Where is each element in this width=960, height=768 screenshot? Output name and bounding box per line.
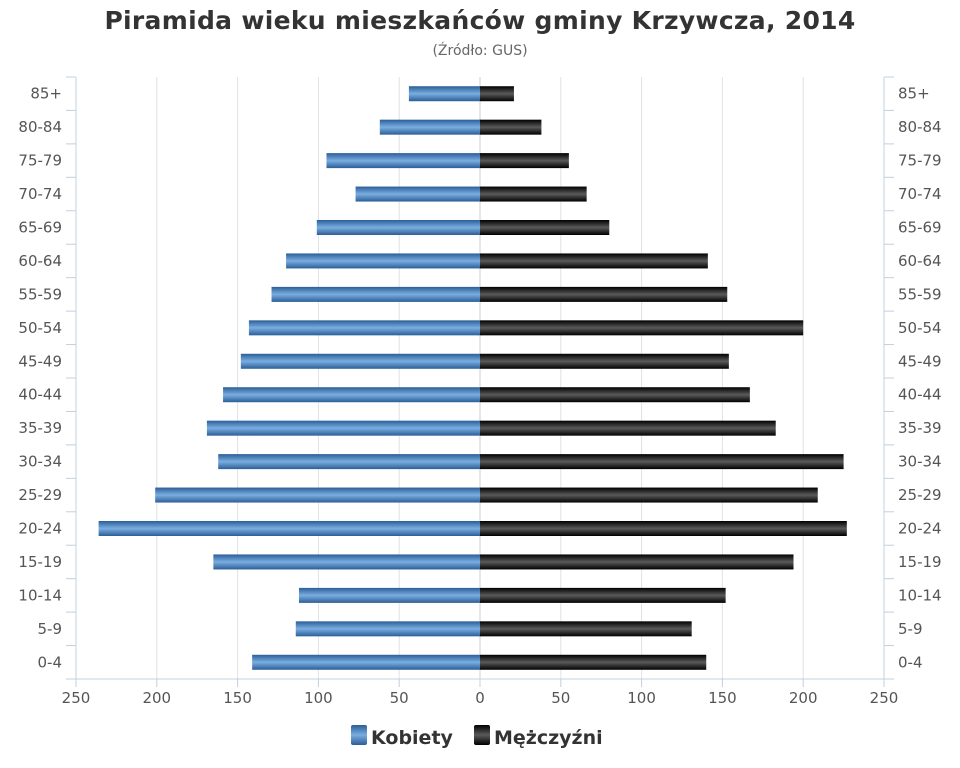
bar-kobiety-0-4: [252, 654, 480, 670]
bar-mezczyzni-20-24: [480, 521, 847, 536]
legend-swatch-mezczyzni[interactable]: [474, 725, 490, 745]
axes: 85+ 85+ 80-84 80-84 75-79 75-79 70-74 70-74 65-6…: [18, 76, 942, 707]
bar-mezczyzni-30-34: [480, 454, 844, 470]
bar-mezczyzni-70-74: [480, 186, 587, 202]
y-tick-label-right-6: 55-59: [898, 285, 942, 303]
bar-kobiety-75-79: [326, 153, 480, 169]
y-tick-label-right-13: 20-24: [898, 520, 942, 538]
y-tick-label-right-10: 35-39: [898, 419, 942, 437]
y-tick-label-left-3: 70-74: [18, 185, 62, 203]
bar-kobiety-45-49: [240, 353, 480, 369]
y-tick-label-right-4: 65-69: [898, 219, 942, 237]
bar-kobiety-35-39: [206, 420, 480, 436]
legend-label-kobiety[interactable]: Kobiety: [371, 727, 454, 749]
y-tick-label-right-14: 15-19: [898, 553, 942, 571]
bar-kobiety-15-19: [213, 554, 481, 570]
bar-kobiety-30-34: [218, 454, 480, 470]
y-tick-label-left-5: 60-64: [18, 252, 62, 270]
bar-mezczyzni-85+: [480, 86, 514, 102]
x-tick-label-6: 50: [551, 689, 570, 707]
grid-lines: [156, 77, 804, 679]
bar-kobiety-10-14: [299, 587, 480, 603]
bar-mezczyzni-60-64: [480, 253, 708, 269]
bar-mezczyzni-75-79: [480, 153, 569, 169]
x-tick-label-4: 50: [390, 689, 409, 707]
y-tick-label-left-8: 45-49: [18, 352, 62, 370]
y-tick-label-right-12: 25-29: [898, 486, 942, 504]
chart-title: Piramida wieku mieszkańców gminy Krzywcz…: [104, 6, 856, 35]
bar-mezczyzni-35-39: [480, 420, 776, 436]
bar-kobiety-70-74: [355, 186, 480, 202]
y-tick-label-left-16: 5-9: [38, 620, 63, 638]
bar-mezczyzni-25-29: [480, 487, 818, 503]
bar-mezczyzni-45-49: [480, 353, 729, 369]
bar-kobiety-5-9: [295, 621, 480, 637]
x-tick-label-10: 250: [870, 689, 899, 707]
bar-mezczyzni-50-54: [480, 320, 804, 336]
y-tick-label-left-9: 40-44: [18, 386, 62, 404]
y-tick-label-right-3: 70-74: [898, 185, 942, 203]
legend-swatch-kobiety[interactable]: [351, 725, 367, 745]
y-tick-label-right-9: 40-44: [898, 386, 942, 404]
bar-kobiety-40-44: [223, 387, 480, 403]
bar-kobiety-65-69: [316, 220, 480, 235]
x-tick-label-0: 250: [62, 689, 91, 707]
x-tick-label-7: 100: [627, 689, 656, 707]
bar-mezczyzni-0-4: [480, 654, 707, 670]
y-tick-label-right-16: 5-9: [898, 620, 923, 638]
x-tick-label-1: 200: [142, 689, 171, 707]
y-tick-label-right-17: 0-4: [898, 653, 923, 671]
bar-kobiety-50-54: [248, 320, 480, 336]
x-tick-label-5: 0: [475, 689, 485, 707]
chart-subtitle: (Źródło: GUS): [432, 43, 528, 59]
y-tick-label-left-6: 55-59: [18, 285, 62, 303]
y-tick-label-left-0: 85+: [30, 85, 62, 103]
y-tick-label-left-13: 20-24: [18, 520, 62, 538]
bar-mezczyzni-5-9: [480, 621, 692, 637]
y-tick-label-right-0: 85+: [898, 85, 930, 103]
bar-mezczyzni-55-59: [480, 286, 728, 302]
y-tick-label-left-15: 10-14: [18, 586, 62, 604]
y-tick-label-left-10: 35-39: [18, 419, 62, 437]
y-tick-label-left-1: 80-84: [18, 118, 62, 136]
legend[interactable]: Kobiety Mężczyźni: [351, 725, 603, 749]
y-tick-label-right-11: 30-34: [898, 453, 942, 471]
bar-kobiety-80-84: [379, 119, 480, 135]
bar-mezczyzni-65-69: [480, 220, 610, 235]
y-tick-label-left-2: 75-79: [18, 152, 62, 170]
x-tick-label-8: 150: [708, 689, 737, 707]
y-tick-label-left-4: 65-69: [18, 219, 62, 237]
bar-mezczyzni-80-84: [480, 119, 542, 135]
bar-mezczyzni-15-19: [480, 554, 794, 570]
bar-mezczyzni-40-44: [480, 387, 750, 403]
bar-mezczyzni-10-14: [480, 587, 726, 603]
y-tick-label-left-17: 0-4: [38, 653, 63, 671]
y-tick-label-left-12: 25-29: [18, 486, 62, 504]
y-tick-label-right-15: 10-14: [898, 586, 942, 604]
bar-kobiety-85+: [408, 86, 480, 102]
bar-kobiety-55-59: [271, 286, 480, 302]
y-tick-label-left-11: 30-34: [18, 453, 62, 471]
legend-label-mezczyzni[interactable]: Mężczyźni: [494, 727, 603, 749]
bar-kobiety-60-64: [286, 253, 480, 269]
x-tick-label-9: 200: [789, 689, 818, 707]
x-tick-label-3: 100: [304, 689, 333, 707]
y-tick-label-left-7: 50-54: [18, 319, 62, 337]
bars: [98, 86, 847, 670]
y-tick-label-right-5: 60-64: [898, 252, 942, 270]
bar-kobiety-25-29: [155, 487, 480, 503]
y-tick-label-right-8: 45-49: [898, 352, 942, 370]
y-tick-label-right-7: 50-54: [898, 319, 942, 337]
y-tick-label-right-2: 75-79: [898, 152, 942, 170]
y-tick-label-right-1: 80-84: [898, 118, 942, 136]
bar-kobiety-20-24: [98, 521, 481, 536]
y-tick-label-left-14: 15-19: [18, 553, 62, 571]
x-tick-label-2: 150: [223, 689, 252, 707]
